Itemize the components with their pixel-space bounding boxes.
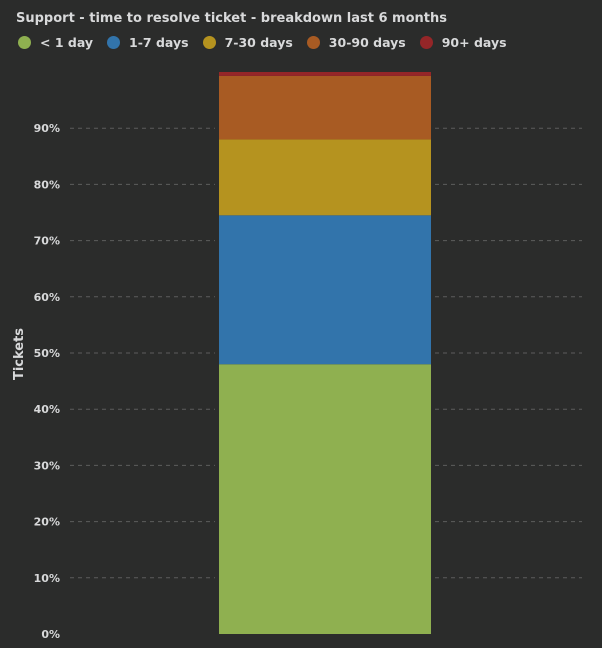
bar-segment-1[interactable] (219, 215, 431, 365)
y-tick-label: 70% (34, 235, 60, 248)
y-axis-ticks: 0% 10% 20% 30% 40% 50% 60% 70% 80% 90% (34, 122, 60, 641)
chart-legend: < 1 day 1-7 days 7-30 days 30-90 days 90… (18, 35, 521, 50)
bar-segment-0[interactable] (219, 364, 431, 634)
bar-segment-4[interactable] (219, 72, 431, 76)
legend-swatch (202, 36, 216, 49)
y-tick-label: 90% (34, 122, 60, 135)
y-tick-label: 80% (34, 178, 60, 191)
legend-label: < 1 day (40, 35, 94, 50)
y-tick-label: 30% (34, 459, 60, 472)
legend-swatch (107, 36, 121, 49)
legend-swatch (419, 36, 433, 49)
legend-item-lt-1-day[interactable]: < 1 day (18, 35, 93, 50)
bar-segment-3[interactable] (219, 75, 431, 140)
y-tick-label: 40% (34, 403, 60, 416)
y-tick-label: 10% (34, 572, 60, 585)
chart-title: Support - time to resolve ticket - break… (16, 11, 447, 26)
legend-item-1-7-days[interactable]: 1-7 days (107, 35, 189, 50)
y-tick-label: 20% (34, 516, 60, 529)
legend-swatch (18, 36, 31, 49)
legend-label: 7-30 days (224, 35, 293, 50)
legend-label: 1-7 days (129, 35, 189, 50)
grid-lines (70, 127, 582, 579)
legend-item-7-30-days[interactable]: 7-30 days (202, 35, 293, 50)
legend-item-90-plus-days[interactable]: 90+ days (419, 35, 507, 50)
legend-swatch (306, 36, 320, 49)
legend-label: 90+ days (441, 35, 507, 50)
legend-item-30-90-days[interactable]: 30-90 days (306, 35, 406, 50)
legend-label: 30-90 days (328, 35, 406, 50)
stacked-bar (219, 72, 431, 634)
y-axis-title: Tickets (12, 328, 27, 380)
y-tick-label: 0% (41, 628, 60, 641)
bar-segment-2[interactable] (219, 139, 431, 216)
y-tick-label: 50% (34, 347, 60, 360)
y-tick-label: 60% (34, 291, 60, 304)
